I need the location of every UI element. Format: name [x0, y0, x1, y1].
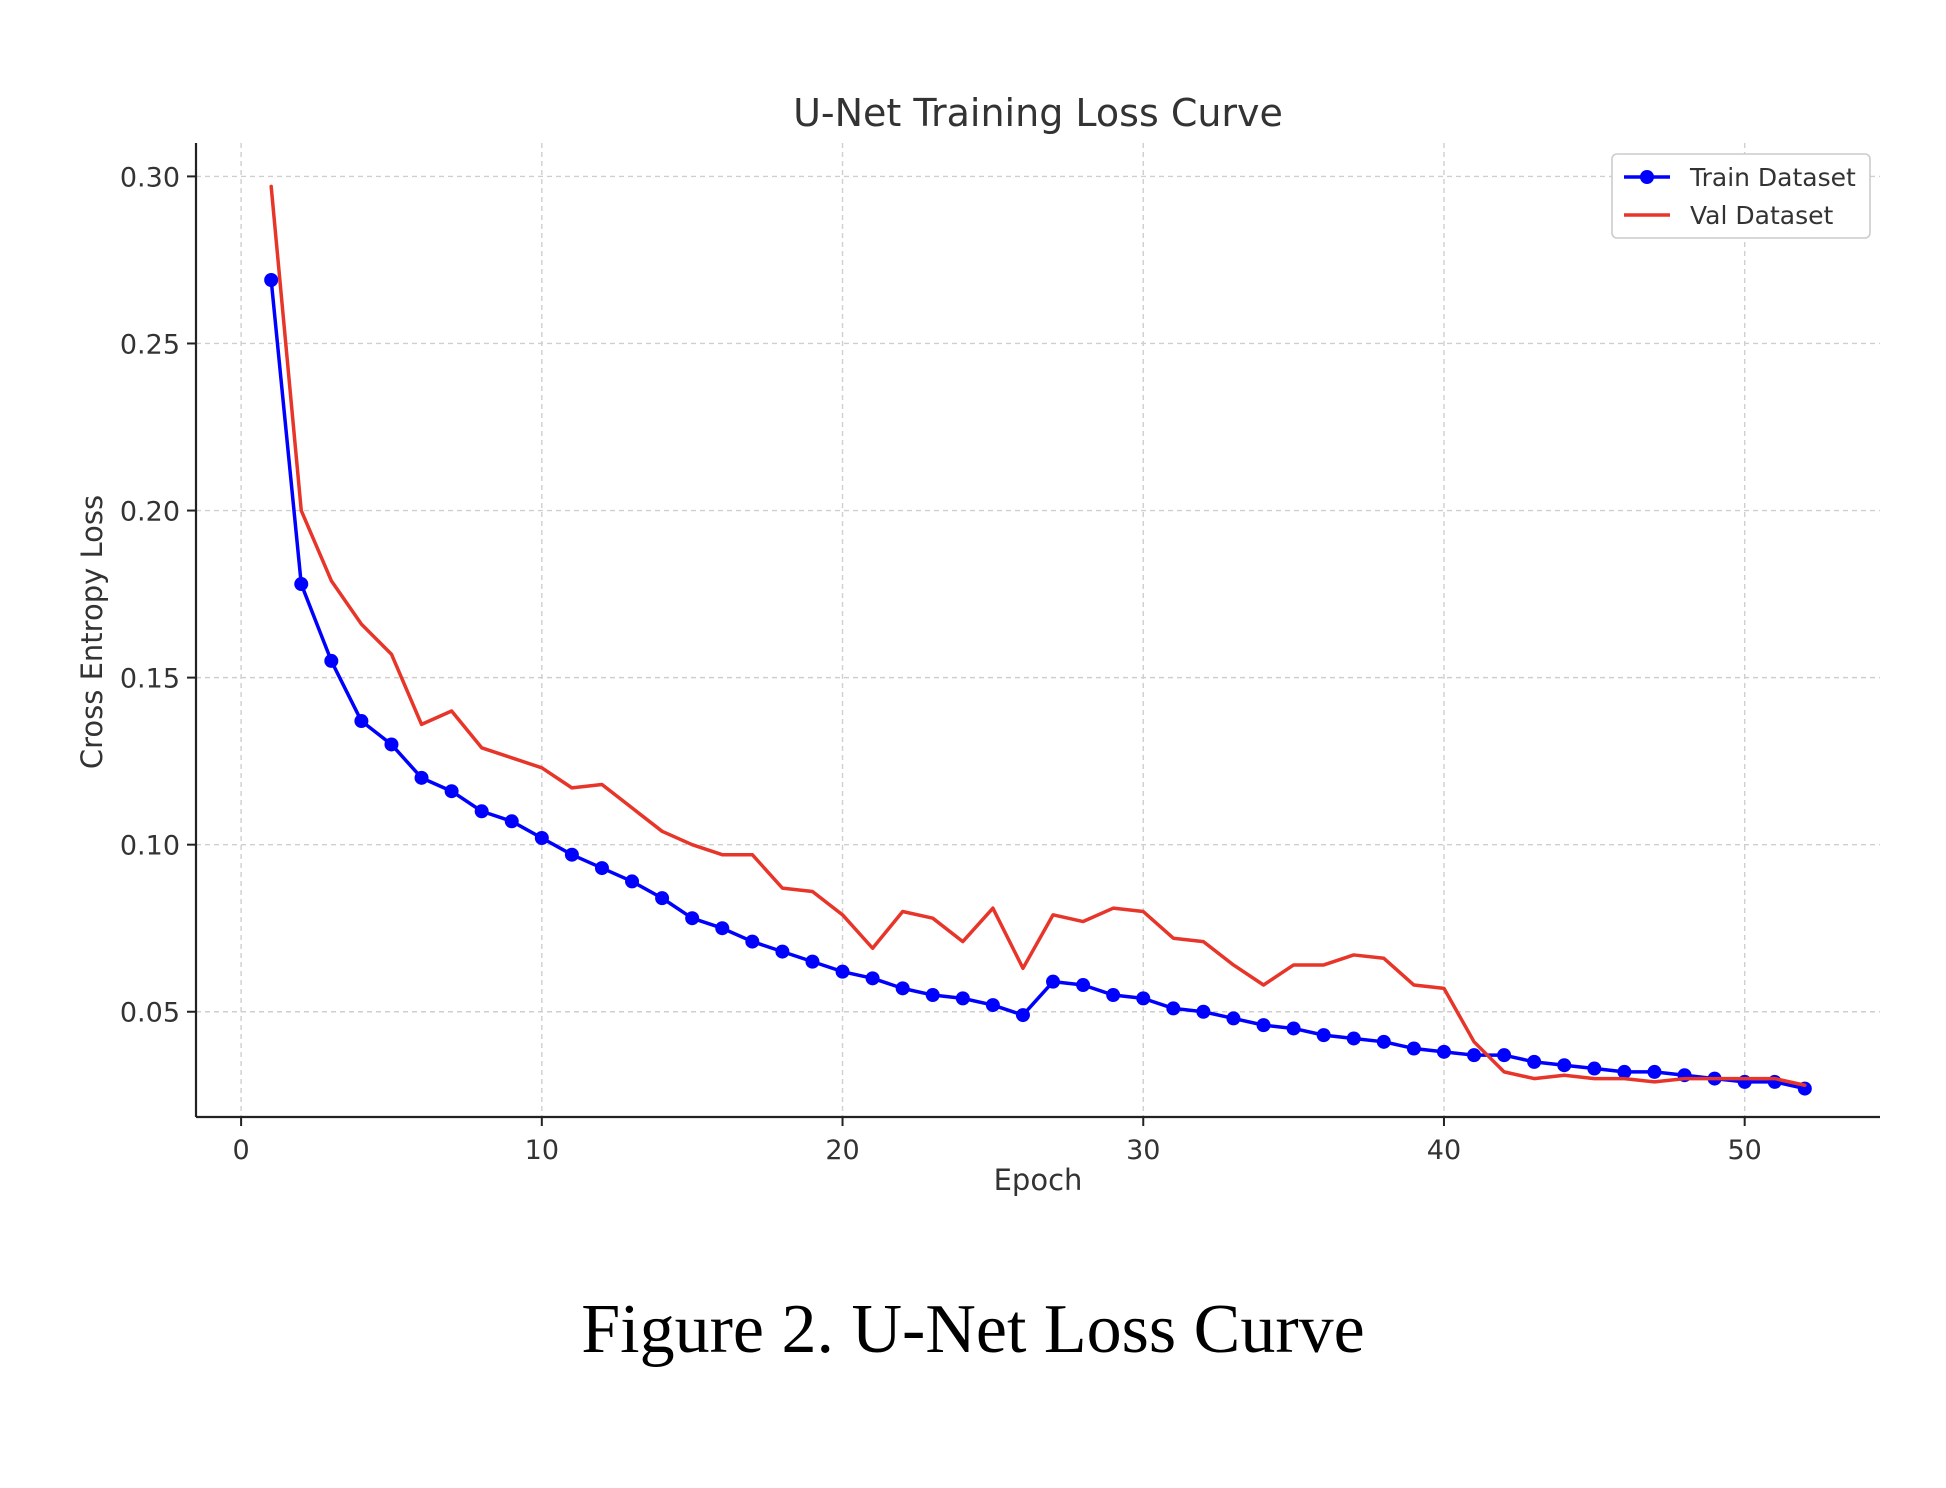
train-data-point	[1467, 1048, 1482, 1063]
train-data-point	[1166, 1001, 1181, 1016]
train-data-point	[444, 784, 459, 799]
legend: Train Dataset Val Dataset	[1611, 153, 1871, 239]
train-data-point	[384, 737, 399, 752]
train-data-point	[895, 981, 910, 996]
train-data-point	[865, 971, 880, 986]
legend-entry-train: Train Dataset	[1624, 163, 1856, 192]
train-data-point	[564, 847, 579, 862]
train-data-point	[1286, 1021, 1301, 1036]
train-data-point	[414, 770, 429, 785]
train-data-point	[955, 991, 970, 1006]
train-data-point	[1406, 1041, 1421, 1056]
y-tick-label: 0.30	[120, 162, 180, 193]
train-data-point	[1076, 978, 1091, 993]
legend-marker-train	[1640, 170, 1654, 184]
y-tick-label: 0.05	[120, 998, 180, 1029]
figure-caption: Figure 2. U-Net Loss Curve	[581, 1291, 1365, 1368]
x-tick-label: 10	[525, 1135, 559, 1166]
y-axis-label: Cross Entropy Loss	[75, 495, 109, 769]
train-data-point	[805, 954, 820, 969]
train-data-point	[1046, 974, 1061, 989]
legend-entry-val: Val Dataset	[1624, 201, 1833, 230]
train-data-point	[685, 911, 700, 926]
x-axis-label: Epoch	[994, 1163, 1083, 1197]
train-data-point	[745, 934, 760, 949]
x-tick-label: 30	[1126, 1135, 1160, 1166]
series-line-train	[269, 278, 1807, 1091]
train-data-point	[534, 830, 549, 845]
train-data-point	[294, 577, 309, 592]
train-data-point	[925, 988, 940, 1003]
train-data-point	[775, 944, 790, 959]
train-data-point	[1557, 1058, 1572, 1073]
train-data-point	[324, 653, 339, 668]
legend-label-val: Val Dataset	[1690, 201, 1833, 230]
x-tick-label: 50	[1727, 1135, 1761, 1166]
series-line-val	[269, 184, 1807, 1088]
x-tick-label: 40	[1427, 1135, 1461, 1166]
x-tick-label: 0	[233, 1135, 250, 1166]
train-data-point	[1015, 1008, 1030, 1023]
ticks: 0 10 20 30 40 50 0.05 0.10 0.15 0.20 0.25 0.30	[120, 162, 1762, 1166]
chart-title: U-Net Training Loss Curve	[793, 91, 1283, 135]
y-tick-label: 0.20	[120, 497, 180, 528]
train-data-point	[715, 921, 730, 936]
legend-label-train: Train Dataset	[1689, 163, 1856, 192]
train-data-point	[1136, 991, 1151, 1006]
train-data-point	[1587, 1061, 1602, 1076]
y-tick-label: 0.25	[120, 329, 180, 360]
train-data-point	[594, 861, 609, 876]
train-data-point	[1256, 1018, 1271, 1033]
loss-chart: 0 10 20 30 40 50 0.05 0.10 0.15 0.20 0.25 0.30 U-Ne…	[75, 91, 1880, 1197]
train-data-point	[1436, 1044, 1451, 1059]
train-data-point	[1226, 1011, 1241, 1026]
train-data-point	[985, 998, 1000, 1013]
grid	[196, 143, 1880, 1117]
train-data-point	[1376, 1034, 1391, 1049]
y-tick-label: 0.15	[120, 664, 180, 695]
train-data-point	[1617, 1064, 1632, 1079]
train-data-point	[1196, 1004, 1211, 1019]
train-data-point	[1316, 1028, 1331, 1043]
train-data-point	[625, 874, 640, 889]
train-data-point	[1106, 988, 1121, 1003]
train-data-point	[1647, 1064, 1662, 1079]
axes	[194, 143, 1880, 1119]
series-layer	[264, 184, 1812, 1096]
y-tick-label: 0.10	[120, 831, 180, 862]
train-data-point	[474, 804, 489, 819]
train-data-point	[354, 714, 369, 729]
legend-box	[1611, 153, 1871, 239]
train-data-point	[1346, 1031, 1361, 1046]
train-data-point	[835, 964, 850, 979]
x-tick-label: 20	[825, 1135, 859, 1166]
train-data-point	[1527, 1054, 1542, 1069]
train-data-point	[504, 814, 519, 829]
train-data-point	[1497, 1048, 1512, 1063]
train-data-point	[264, 272, 279, 287]
train-data-point	[655, 891, 670, 906]
